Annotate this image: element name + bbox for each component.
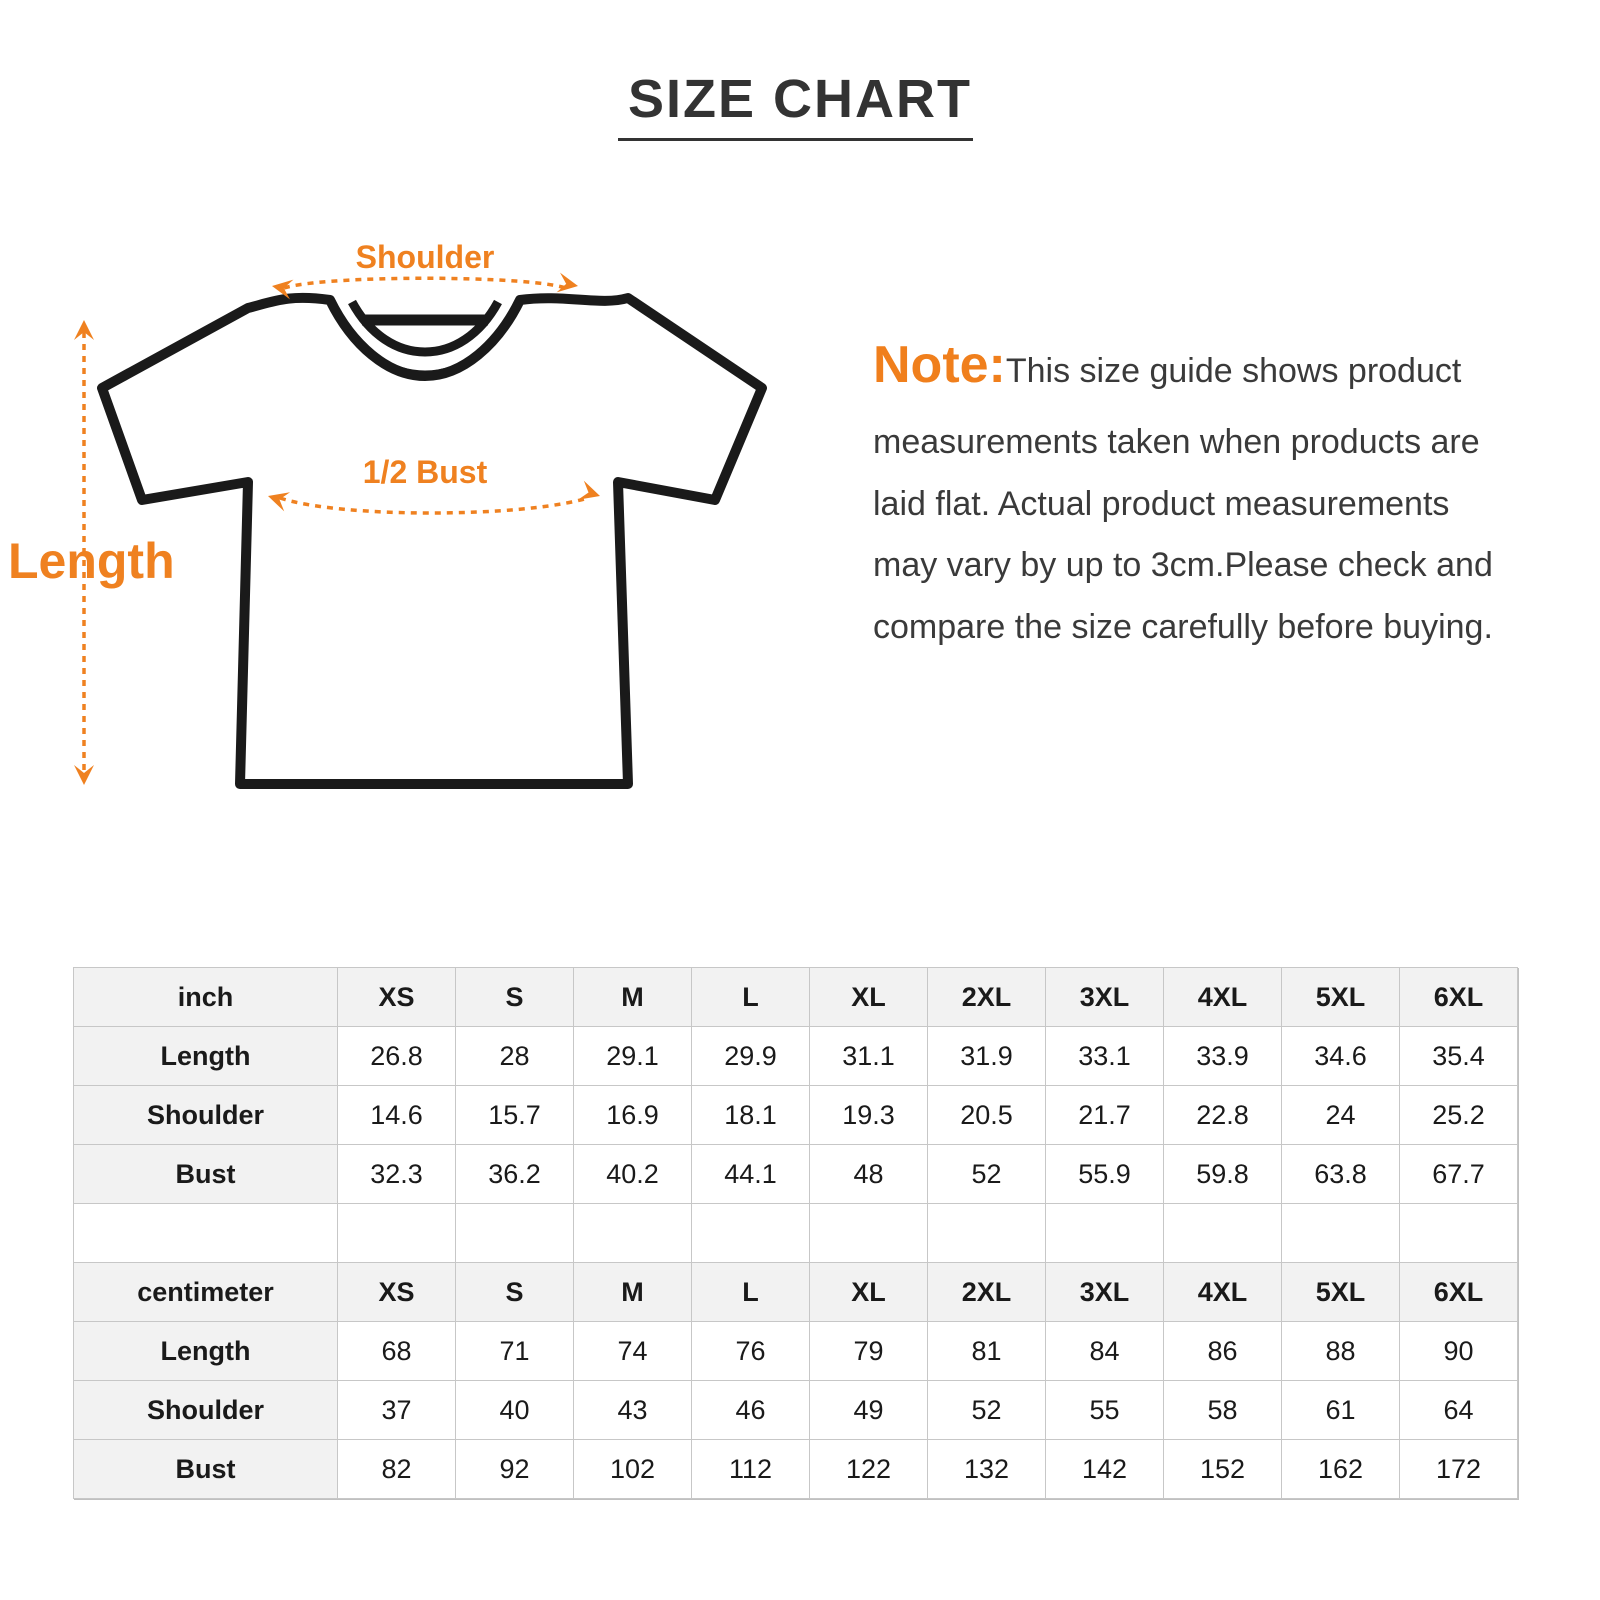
svg-text:Length: Length — [8, 533, 175, 589]
svg-text:1/2 Bust: 1/2 Bust — [363, 454, 488, 490]
svg-text:Shoulder: Shoulder — [356, 239, 495, 275]
